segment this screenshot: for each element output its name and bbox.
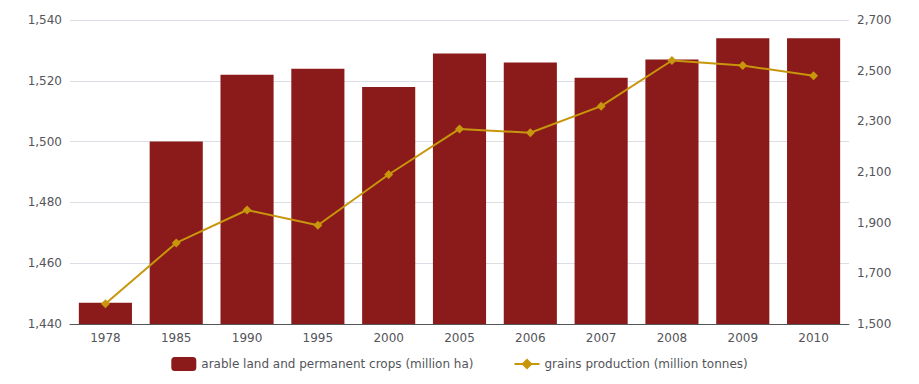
svg-text:2010: 2010	[798, 331, 829, 345]
svg-text:2007: 2007	[586, 331, 617, 345]
svg-text:2008: 2008	[657, 331, 688, 345]
svg-text:2000: 2000	[373, 331, 404, 345]
svg-text:grains production (million ton: grains production (million tonnes)	[544, 357, 747, 371]
svg-text:1,500: 1,500	[28, 135, 62, 149]
svg-text:1,500: 1,500	[857, 317, 891, 331]
svg-text:1990: 1990	[232, 331, 263, 345]
svg-text:2005: 2005	[444, 331, 475, 345]
svg-text:1,900: 1,900	[857, 216, 891, 230]
svg-text:1,540: 1,540	[28, 13, 62, 27]
svg-text:2,700: 2,700	[857, 13, 891, 27]
svg-text:2009: 2009	[727, 331, 758, 345]
svg-text:2,300: 2,300	[857, 114, 891, 128]
svg-text:1995: 1995	[303, 331, 334, 345]
svg-text:2006: 2006	[515, 331, 546, 345]
svg-text:1,700: 1,700	[857, 266, 891, 280]
svg-text:arable land and permanent crop: arable land and permanent crops (million…	[201, 357, 473, 371]
svg-text:2,500: 2,500	[857, 64, 891, 78]
svg-text:1985: 1985	[161, 331, 192, 345]
svg-text:1,520: 1,520	[28, 74, 62, 88]
svg-text:2,100: 2,100	[857, 165, 891, 179]
svg-text:1,440: 1,440	[28, 317, 62, 331]
svg-text:1,460: 1,460	[28, 256, 62, 270]
svg-text:1978: 1978	[90, 331, 121, 345]
svg-text:1,480: 1,480	[28, 195, 62, 209]
